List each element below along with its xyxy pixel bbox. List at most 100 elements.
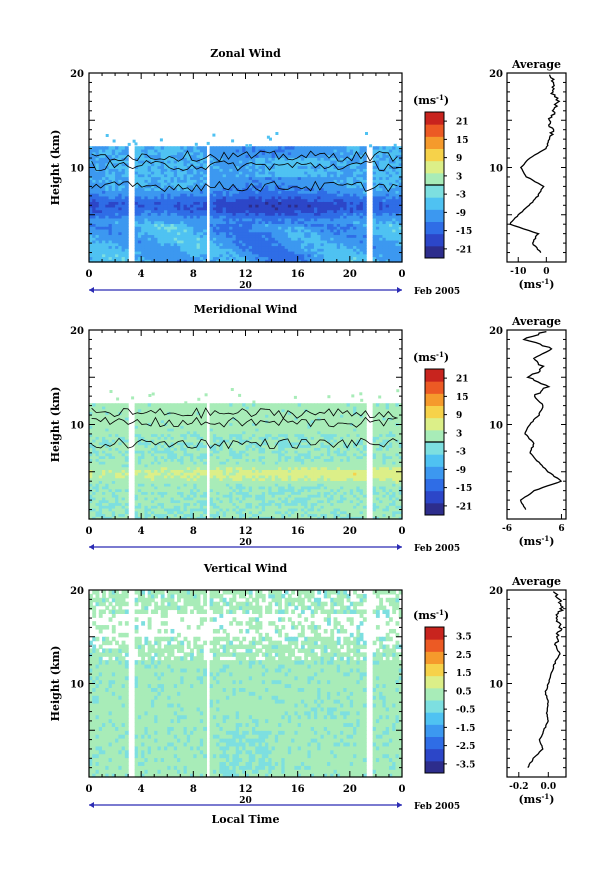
heatmap-cell bbox=[266, 135, 270, 139]
heatmap-cell bbox=[89, 494, 93, 498]
heatmap-cell bbox=[124, 403, 129, 407]
heatmap-cell bbox=[118, 151, 123, 156]
heatmap-cell bbox=[105, 201, 110, 205]
heatmap-cell bbox=[336, 239, 341, 244]
heatmap-cell bbox=[115, 450, 119, 454]
heatmap-cell bbox=[330, 184, 335, 189]
heatmap-cell bbox=[134, 201, 139, 205]
heatmap-cell bbox=[157, 510, 162, 515]
heatmap-cell bbox=[105, 444, 110, 448]
heatmap-cell bbox=[150, 488, 155, 493]
heatmap-cell bbox=[222, 154, 227, 158]
heatmap-cell bbox=[327, 171, 331, 175]
heatmap-cell bbox=[375, 184, 380, 189]
heatmap-cell bbox=[235, 162, 240, 167]
heatmap-cell bbox=[92, 447, 97, 451]
heatmap-cell bbox=[180, 217, 185, 222]
heatmap-cell bbox=[137, 513, 142, 517]
heatmap-cell bbox=[167, 206, 172, 211]
heatmap-cell bbox=[121, 419, 126, 424]
heatmap-cell bbox=[304, 160, 309, 164]
heatmap-cell bbox=[297, 204, 302, 208]
heatmap-cell bbox=[258, 198, 263, 202]
heatmap-cell bbox=[167, 499, 172, 504]
heatmap-cell bbox=[160, 502, 165, 506]
heatmap-cell bbox=[340, 198, 344, 202]
heatmap-cell bbox=[392, 256, 397, 260]
heatmap-cell bbox=[375, 220, 380, 225]
heatmap-cell bbox=[147, 422, 152, 426]
heatmap-cell bbox=[92, 458, 97, 462]
heatmap-cell bbox=[154, 419, 159, 424]
heatmap-cell bbox=[141, 239, 146, 244]
heatmap-cell bbox=[150, 176, 155, 180]
heatmap-cell bbox=[121, 499, 126, 504]
heatmap-cell bbox=[216, 231, 221, 236]
heatmap-cell bbox=[395, 237, 400, 241]
heatmap-cell bbox=[222, 215, 227, 219]
heatmap-cell bbox=[291, 256, 296, 260]
heatmap-cell bbox=[268, 184, 273, 189]
heatmap-cell bbox=[346, 259, 351, 263]
heatmap-cell bbox=[95, 507, 100, 512]
heatmap-cell bbox=[362, 253, 367, 258]
heatmap-cell bbox=[137, 201, 142, 205]
heatmap-cell bbox=[102, 162, 106, 167]
heatmap-cell bbox=[372, 239, 377, 244]
heatmap-cell bbox=[310, 204, 315, 208]
heatmap-cell bbox=[258, 173, 263, 178]
heatmap-cell bbox=[137, 469, 142, 473]
heatmap-cell bbox=[137, 231, 142, 236]
heatmap-cell bbox=[134, 425, 139, 429]
heatmap-cell bbox=[398, 259, 403, 263]
heatmap-cell bbox=[108, 184, 113, 189]
heatmap-cell bbox=[320, 162, 325, 167]
heatmap-cell bbox=[304, 215, 309, 219]
heatmap-cell bbox=[379, 171, 384, 175]
heatmap-cell bbox=[186, 256, 191, 260]
heatmap-cell bbox=[193, 215, 198, 219]
heatmap-cell bbox=[105, 510, 110, 515]
heatmap-cell bbox=[229, 173, 234, 178]
heatmap-cell bbox=[278, 151, 282, 156]
heatmap-cell bbox=[118, 146, 123, 150]
heatmap-cell bbox=[173, 212, 178, 216]
heatmap-cell bbox=[336, 237, 341, 241]
heatmap-cell bbox=[186, 223, 191, 227]
heatmap-cell bbox=[154, 405, 159, 410]
heatmap-cell bbox=[209, 184, 214, 189]
heatmap-cell bbox=[225, 198, 230, 202]
heatmap-cell bbox=[190, 256, 194, 260]
heatmap-cell bbox=[98, 160, 103, 164]
heatmap-cell bbox=[92, 474, 97, 479]
heatmap-cell bbox=[160, 204, 165, 208]
heatmap-cell bbox=[95, 450, 100, 454]
heatmap-cell bbox=[203, 146, 207, 150]
heatmap-cell bbox=[294, 187, 299, 191]
heatmap-cell bbox=[248, 220, 253, 225]
heatmap-cell bbox=[245, 209, 250, 213]
heatmap-cell bbox=[238, 198, 243, 202]
heatmap-cell bbox=[278, 154, 282, 158]
heatmap-cell bbox=[147, 417, 152, 421]
heatmap-cell bbox=[105, 499, 110, 504]
heatmap-cell bbox=[317, 253, 322, 258]
heatmap-cell bbox=[242, 248, 247, 252]
heatmap-cell bbox=[232, 148, 237, 153]
heatmap-cell bbox=[124, 499, 129, 504]
heatmap-cell bbox=[353, 231, 357, 236]
heatmap-cell bbox=[167, 187, 172, 191]
heatmap-cell bbox=[163, 510, 168, 515]
heatmap-cell bbox=[118, 494, 123, 498]
heatmap-cell bbox=[212, 160, 217, 164]
heatmap-cell bbox=[160, 510, 165, 515]
heatmap-cell bbox=[287, 217, 292, 222]
heatmap-cell bbox=[261, 195, 266, 200]
heatmap-cell bbox=[98, 441, 103, 446]
heatmap-cell bbox=[271, 190, 276, 194]
heatmap-cell bbox=[327, 220, 331, 225]
heatmap-cell bbox=[294, 146, 299, 150]
heatmap-cell bbox=[147, 480, 152, 484]
heatmap-cell bbox=[190, 190, 194, 194]
heatmap-cell bbox=[398, 187, 403, 191]
